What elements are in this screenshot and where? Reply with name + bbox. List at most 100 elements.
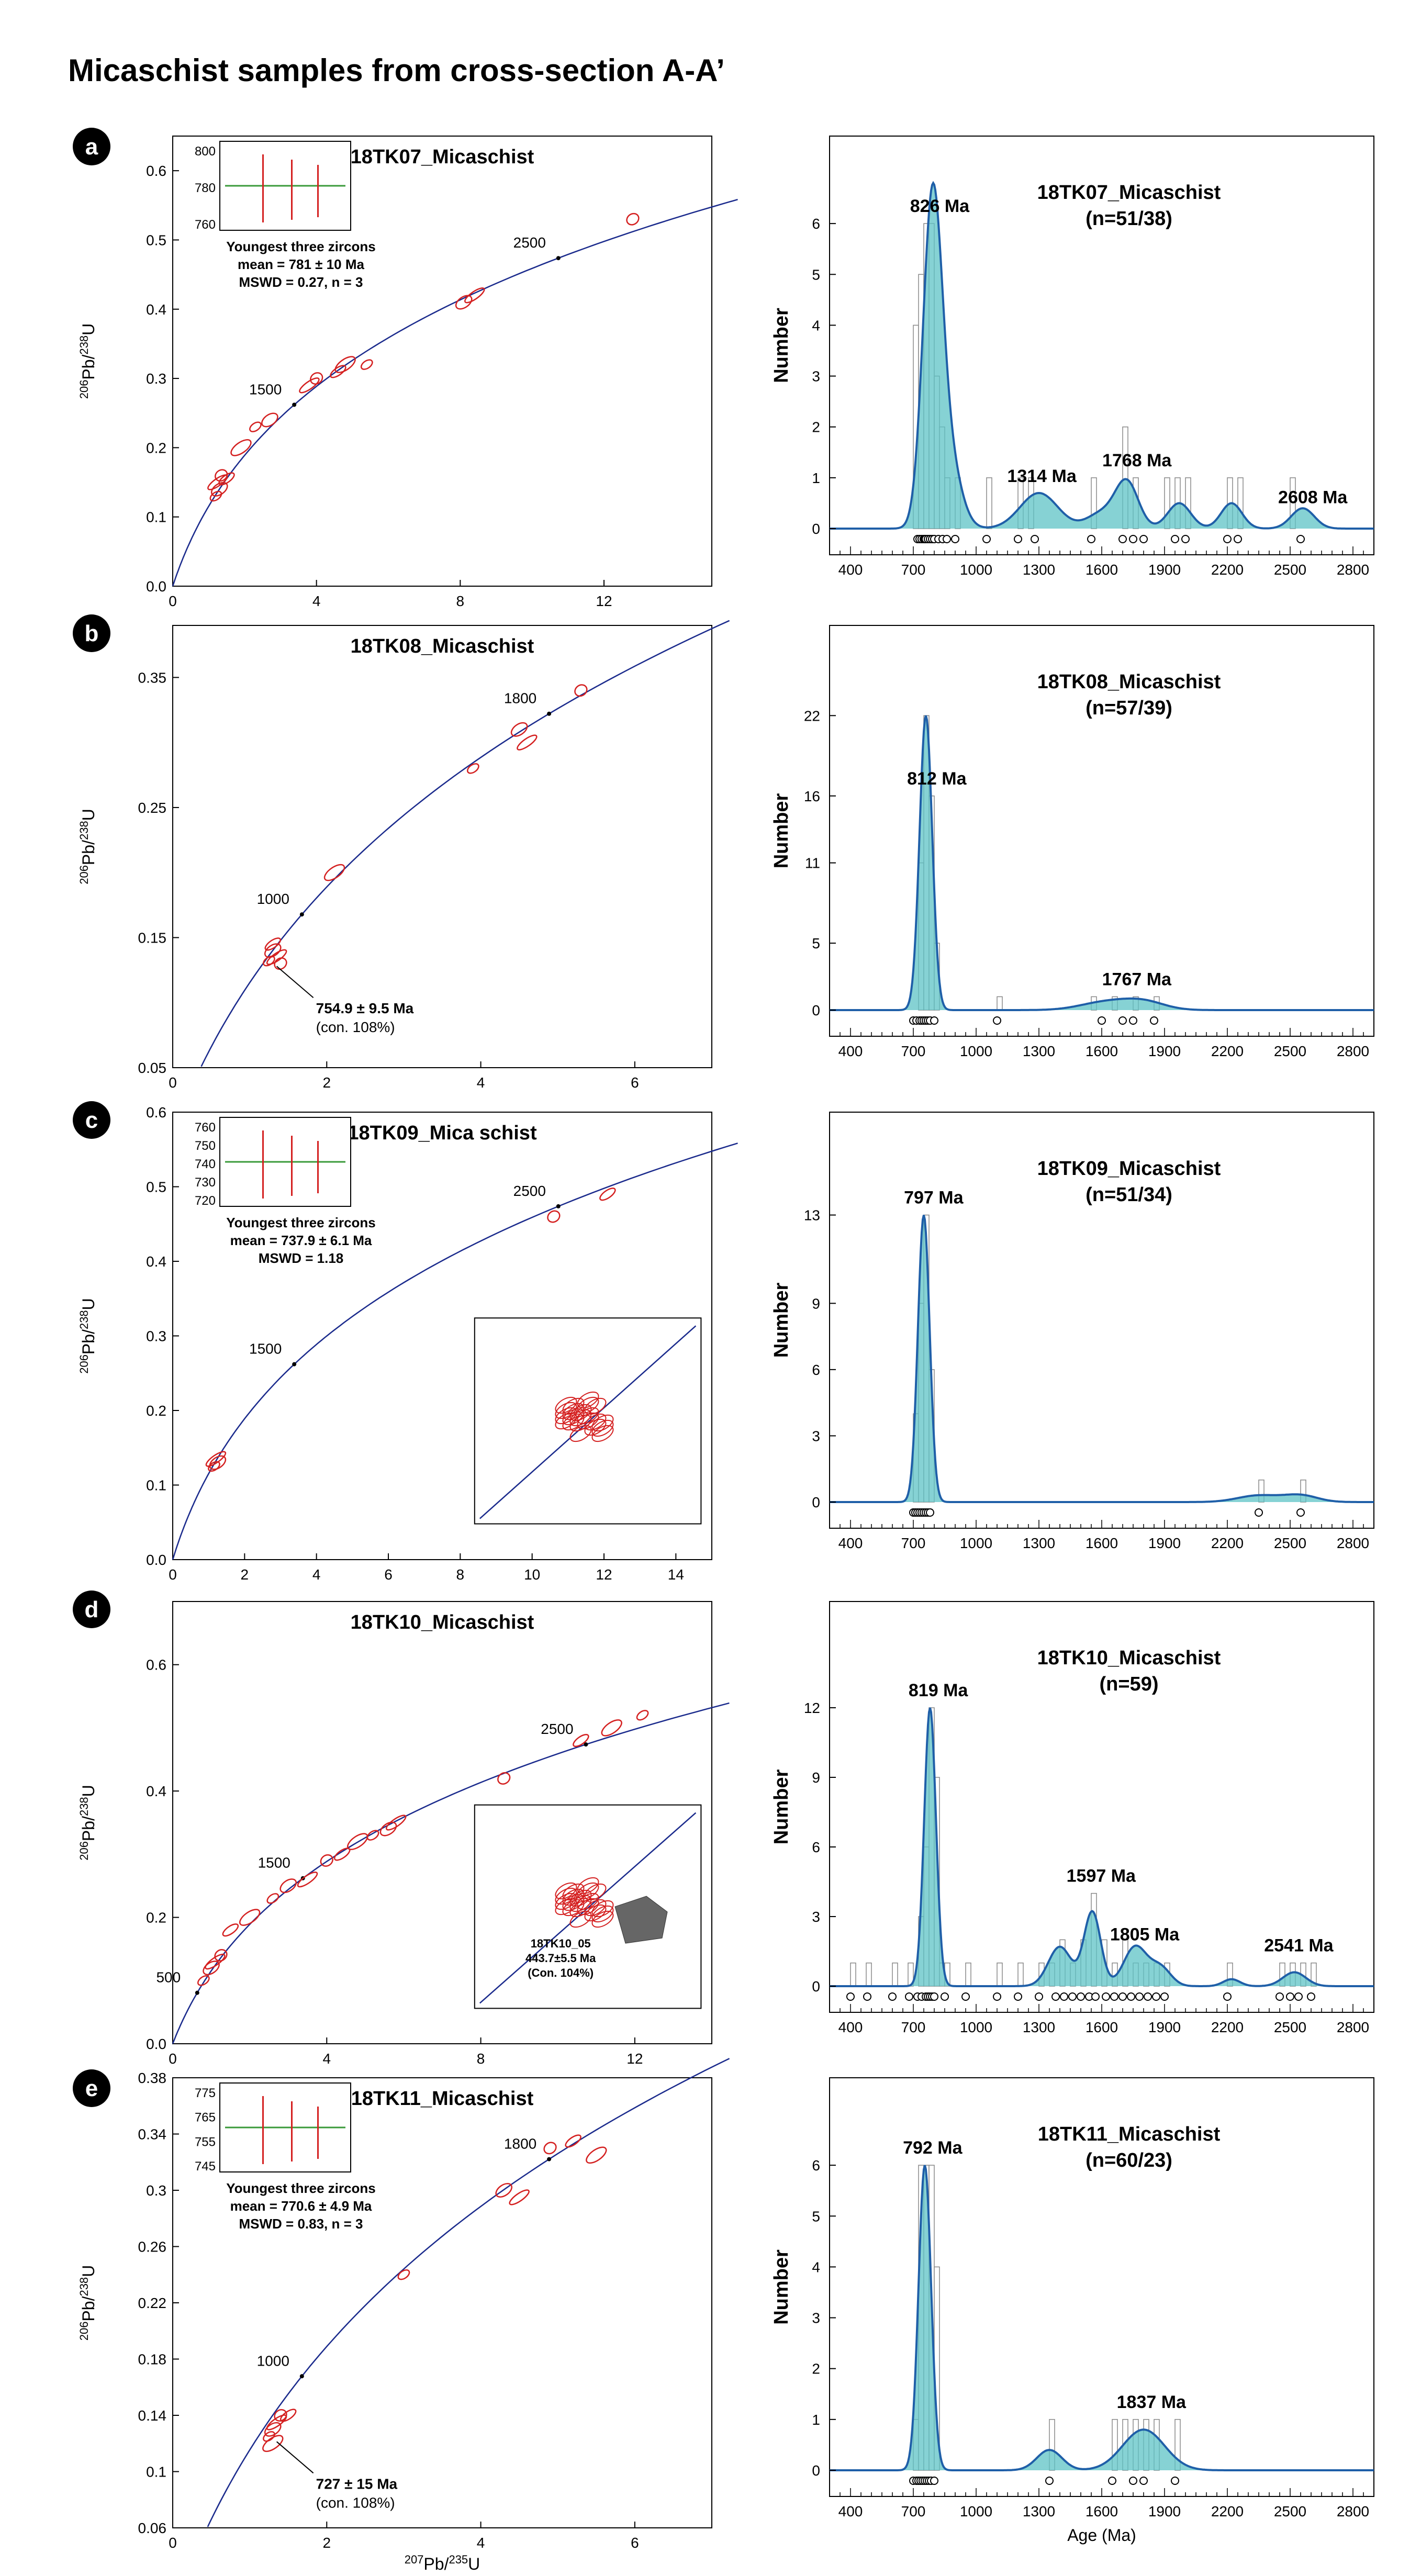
age-marker — [926, 1508, 934, 1517]
zoom-ellipse — [577, 1892, 599, 1910]
y-tick-label: 0.14 — [138, 2407, 167, 2424]
concordia-age-label: 2500 — [513, 1183, 546, 1199]
panel-badge — [73, 1101, 110, 1139]
y-tick-label: 1 — [812, 2412, 820, 2428]
plot-frame — [172, 625, 712, 1068]
zoom-ellipse — [569, 1889, 592, 1907]
y-tick-label: 22 — [804, 708, 820, 724]
concordia-panel-b: 0 2 4 6 0.05 0.15 0.25 0.35 206Pb/238U 1000 1800 18… — [77, 620, 730, 1091]
age-marker — [1098, 1016, 1106, 1025]
data-ellipse — [218, 472, 235, 486]
y-tick-label: 0.5 — [146, 1179, 166, 1195]
x-tick-label: 6 — [631, 1074, 639, 1091]
inset-tick-label: 760 — [195, 1121, 216, 1135]
data-ellipse — [466, 763, 479, 774]
panel-badge-letter: b — [85, 621, 99, 646]
kde-curve — [830, 1707, 1374, 1987]
histogram-panel-c: 400 700 1000 1300 1600 1900 2200 2500 2800 0 3 6 9 13… — [770, 1112, 1374, 1551]
peak-label: 1767 Ma — [1102, 969, 1172, 989]
x-tick-label: 700 — [901, 1535, 926, 1551]
age-marker — [1152, 1992, 1160, 2001]
x-tick-label: 2800 — [1337, 1043, 1369, 1059]
y-tick-label: 0.0 — [146, 2036, 166, 2052]
histogram-bar — [866, 1962, 872, 1987]
inset-tick-label: 730 — [195, 1175, 216, 1190]
x-tick-label: 4 — [477, 2535, 485, 2551]
histogram-title: 18TK08_Micaschist — [1037, 671, 1221, 693]
x-tick-label: 8 — [477, 2051, 485, 2067]
concordia-age-label: 1500 — [258, 1855, 290, 1871]
kde-area — [830, 1215, 1374, 1502]
histogram-subtitle: (n=59) — [1100, 1673, 1159, 1695]
inset-tick-label: 780 — [195, 181, 216, 195]
y-tick-label: 0.3 — [146, 1328, 166, 1345]
x-tick-label: 1000 — [960, 1043, 992, 1059]
y-tick-label: 0.5 — [146, 232, 166, 248]
inset-stat-text: mean = 781 ± 10 Ma — [238, 256, 364, 272]
x-tick-label: 4 — [322, 2051, 331, 2067]
data-ellipse — [334, 356, 356, 373]
age-marker — [1255, 1508, 1263, 1517]
peak-label: 1768 Ma — [1102, 451, 1172, 471]
x-tick-label: 1300 — [1023, 2503, 1055, 2519]
peak-label: 2541 Ma — [1264, 1936, 1334, 1956]
panel-badge — [73, 614, 110, 652]
histogram-title: 18TK10_Micaschist — [1037, 1647, 1221, 1669]
inset-stat-text: mean = 770.6 ± 4.9 Ma — [230, 2198, 372, 2214]
y-tick-label: 0 — [812, 2462, 820, 2479]
age-marker — [1294, 1992, 1303, 2001]
histogram-panel-b: 400 700 1000 1300 1600 1900 2200 2500 2800 0 5 11 16… — [770, 625, 1374, 1059]
inset-stat-text: mean = 737.9 ± 6.1 Ma — [230, 1233, 372, 1248]
data-ellipse — [310, 372, 323, 385]
x-tick-label: 1900 — [1148, 1043, 1181, 1059]
age-marker — [1144, 1992, 1152, 2001]
histogram-bar — [986, 477, 992, 529]
zoom-ellipse — [577, 1877, 599, 1895]
y-tick-label: 0.18 — [138, 2351, 167, 2368]
panel-badge — [73, 1591, 110, 1628]
y-tick-label: 0 — [812, 1002, 820, 1018]
data-ellipse — [266, 1893, 279, 1904]
concordia-age-marker — [292, 402, 297, 407]
zoom-ellipse — [584, 1413, 607, 1431]
data-ellipse — [279, 1878, 297, 1894]
y-tick-label: 0.2 — [146, 1403, 166, 1419]
y-tick-label: 4 — [812, 317, 820, 333]
x-tick-label: 1600 — [1086, 2503, 1118, 2519]
inset-tick-label: 745 — [195, 2159, 216, 2174]
peak-label: 812 Ma — [907, 769, 967, 789]
y-tick-label: 3 — [812, 1428, 820, 1444]
histogram-bar — [1017, 1962, 1024, 1987]
age-marker — [1234, 535, 1242, 543]
age-marker — [930, 1016, 938, 1025]
zoom-ellipse — [562, 1397, 585, 1415]
y-tick-label: 5 — [812, 2208, 820, 2224]
age-marker — [1223, 1992, 1232, 2001]
x-tick-label: 0 — [169, 2051, 177, 2067]
y-tick-label: 1 — [812, 470, 820, 486]
x-tick-label: 1000 — [960, 1535, 992, 1551]
concordia-age-marker — [556, 256, 561, 261]
peak-label: 792 Ma — [903, 2138, 963, 2158]
age-marker — [1035, 1992, 1043, 2001]
y-tick-label: 0.06 — [138, 2520, 167, 2536]
y-tick-label: 0.4 — [146, 1253, 166, 1270]
y-tick-label: 6 — [812, 1362, 820, 1378]
y-tick-label: 0.22 — [138, 2295, 167, 2311]
y-tick-label: 2 — [812, 419, 820, 435]
annotation-text: (con. 108%) — [316, 2494, 395, 2511]
panel-badge-letter: e — [85, 2076, 98, 2101]
peak-label: 2608 Ma — [1278, 487, 1348, 507]
panel-badge — [73, 128, 110, 165]
y-tick-label: 0 — [812, 1494, 820, 1510]
histogram-title: 18TK11_Micaschist — [1038, 2123, 1221, 2145]
data-ellipse — [239, 1909, 261, 1926]
zoom-annotation: 18TK10_05 — [531, 1937, 591, 1950]
data-ellipse — [586, 2146, 607, 2164]
y-tick-label: 0.6 — [146, 1657, 166, 1673]
age-marker — [1296, 535, 1305, 543]
cl-image-thumbnail — [614, 1896, 668, 1944]
x-tick-label: 2 — [322, 1074, 331, 1091]
concordia-age-marker — [584, 1742, 588, 1747]
